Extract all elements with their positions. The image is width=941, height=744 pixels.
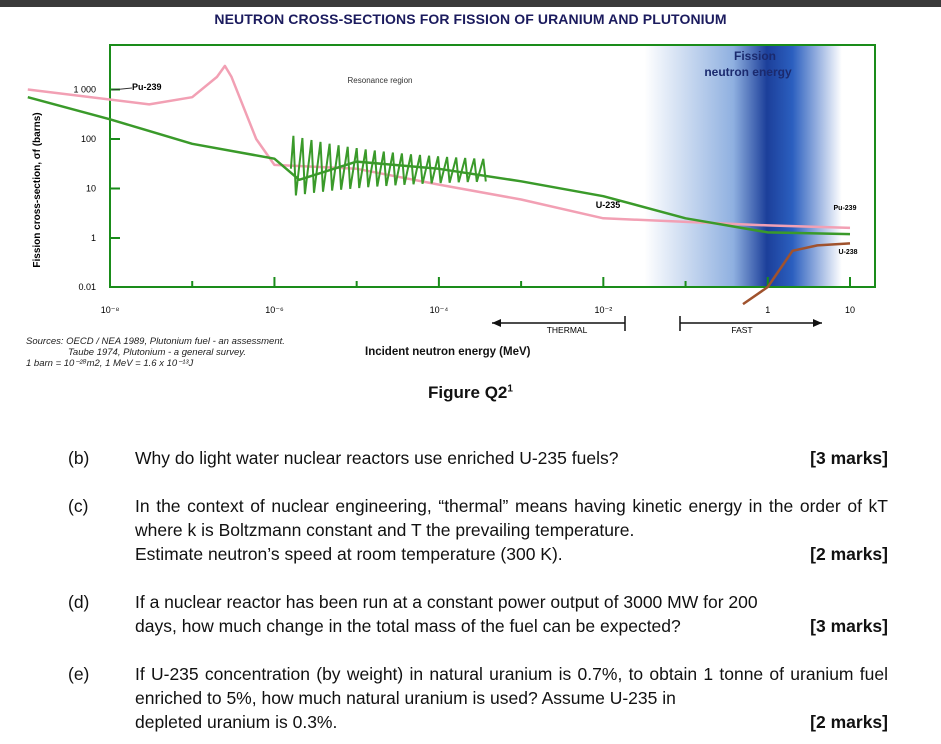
pu239-label: Pu-239 xyxy=(132,82,162,92)
question-label: (c) xyxy=(68,496,89,516)
x-tick-label: 1 xyxy=(765,305,770,315)
cross-section-chart: 1 000 100 10 1 0.01 10⁻⁸ 10⁻⁶ 10⁻⁴ 10⁻² 1 10 Fissio… xyxy=(27,44,876,335)
figure-caption: Figure Q21 xyxy=(0,383,941,403)
question-text: If a nuclear reactor has been run at a c… xyxy=(135,590,888,638)
figure-caption-text: Figure Q2 xyxy=(428,383,508,402)
y-tick-label: 1 000 xyxy=(73,85,96,95)
sources-note: Sources: OECD / NEA 1989, Plutonium fuel… xyxy=(26,336,285,369)
y-tick-label: 100 xyxy=(81,134,96,144)
y-tick-label: 0.01 xyxy=(78,282,96,292)
y-tick-label: 10 xyxy=(86,184,96,194)
question-line: days, how much change in the total mass … xyxy=(135,616,681,636)
question-line: If a nuclear reactor has been run at a c… xyxy=(135,592,758,612)
series-u-235 xyxy=(27,95,851,236)
x-axis-title: Incident neutron energy (MeV) xyxy=(365,346,531,358)
plot-frame xyxy=(109,44,876,288)
u238-label: U-238 xyxy=(838,249,857,256)
question-marks: [3 marks] xyxy=(810,448,888,468)
y-axis-title: Fission cross-section, σf (barns) xyxy=(32,112,43,267)
question-text: If U-235 concentration (by weight) in na… xyxy=(135,662,888,734)
fission-energy-band xyxy=(644,45,842,287)
question-line: In the context of nuclear engineering, “… xyxy=(135,496,888,540)
x-tick-label: 10⁻⁴ xyxy=(430,305,449,315)
x-tick-label: 10⁻⁸ xyxy=(101,305,120,315)
question-label: (d) xyxy=(68,592,90,612)
pu239-right-label: Pu-239 xyxy=(834,205,857,212)
fission-band-label-2: neutron energy xyxy=(704,65,792,79)
question-marks: [3 marks] xyxy=(810,616,888,636)
question-marks: [2 marks] xyxy=(810,712,888,732)
sources-line-2: Taube 1974, Plutonium - a general survey… xyxy=(68,347,246,358)
thermal-arrow-head xyxy=(492,319,501,327)
x-tick-label: 10 xyxy=(845,305,855,315)
question-line: If U-235 concentration (by weight) in na… xyxy=(135,664,888,708)
y-tick-label: 1 xyxy=(91,233,96,243)
resonance-wiggles xyxy=(289,135,487,196)
question-text: In the context of nuclear engineering, “… xyxy=(135,494,888,566)
fast-arrow-head xyxy=(813,319,822,327)
sources-line-1: Sources: OECD / NEA 1989, Plutonium fuel… xyxy=(26,336,285,347)
question-text: [3 marks] Why do light water nuclear reac… xyxy=(135,446,888,470)
top-bar xyxy=(0,0,941,7)
question-label: (b) xyxy=(68,448,90,468)
series-u-238 xyxy=(742,242,851,306)
u235-label: U-235 xyxy=(596,200,621,210)
pu239-leader xyxy=(111,87,133,91)
resonance-label: Resonance region xyxy=(348,76,413,85)
fission-band-label-1: Fission xyxy=(734,49,776,63)
series-pu-239 xyxy=(27,64,851,230)
question-marks: [2 marks] xyxy=(810,544,888,564)
x-tick-label: 10⁻⁶ xyxy=(265,305,284,315)
question-line: Estimate neutron’s speed at room tempera… xyxy=(135,544,563,564)
fast-label: FAST xyxy=(731,325,752,335)
figure-title: NEUTRON CROSS-SECTIONS FOR FISSION OF UR… xyxy=(214,11,727,27)
x-tick-label: 10⁻² xyxy=(594,305,612,315)
question-line: depleted uranium is 0.3%. xyxy=(135,712,338,732)
sources-line-3: 1 barn = 10⁻²⁸m2, 1 MeV = 1.6 x 10⁻¹³J xyxy=(26,358,194,369)
figure-caption-footnote: 1 xyxy=(507,383,513,395)
thermal-label: THERMAL xyxy=(547,325,588,335)
question-line: Why do light water nuclear reactors use … xyxy=(135,448,619,468)
question-label: (e) xyxy=(68,664,90,684)
